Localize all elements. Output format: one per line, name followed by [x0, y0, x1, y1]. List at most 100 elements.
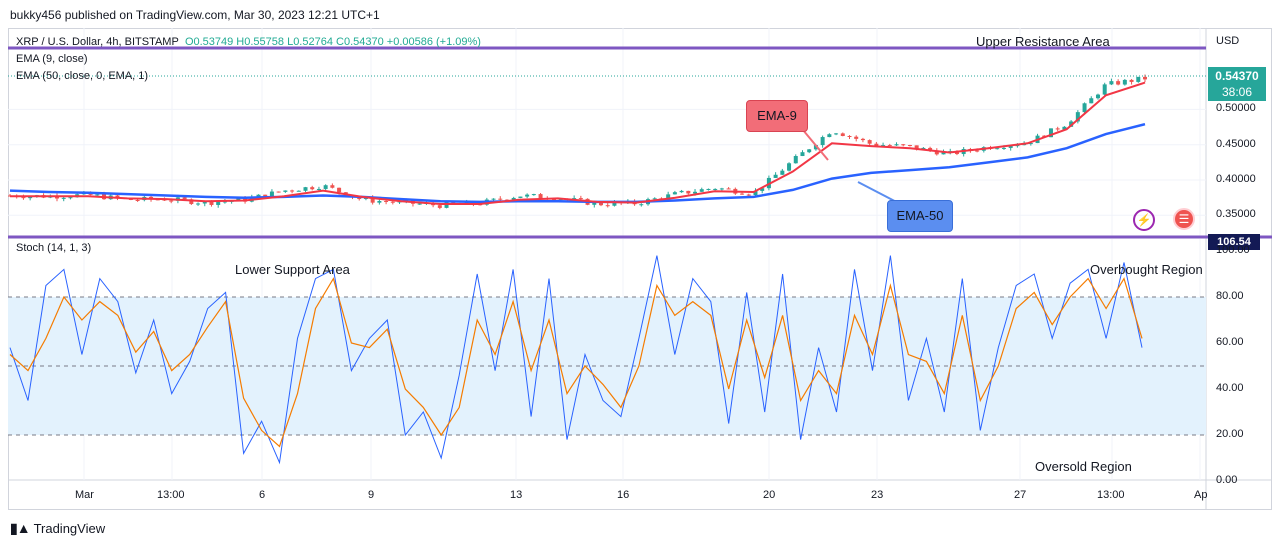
candle-body	[666, 194, 671, 200]
candle-body	[357, 197, 362, 200]
lightning-icon[interactable]: ⚡	[1133, 209, 1155, 231]
price-tick-label: 0.45000	[1216, 137, 1256, 150]
stoch-d-line	[9, 277, 1143, 448]
candle-body	[793, 156, 798, 164]
ema9-callout: EMA-9	[746, 100, 808, 132]
lower-support-label: Lower Support Area	[235, 262, 350, 277]
candle-body	[1055, 128, 1060, 130]
candle-body	[1008, 145, 1013, 148]
candle-body	[612, 202, 617, 206]
candle-body	[115, 195, 120, 198]
candle-body	[363, 197, 368, 200]
candle-body	[1122, 79, 1127, 85]
candle-body	[854, 136, 859, 139]
ohlc-values: O0.53749 H0.55758 L0.52764 C0.54370 +0.0…	[184, 36, 481, 48]
date-tick-label: 13	[510, 489, 523, 501]
candle-body	[330, 185, 335, 188]
candle-body	[834, 133, 839, 135]
candle-body	[726, 188, 731, 190]
candle-body	[370, 197, 375, 203]
date-tick-label: 27	[1014, 489, 1027, 501]
candle-body	[780, 170, 785, 175]
candle-body	[901, 144, 906, 146]
candle-body	[652, 198, 657, 200]
candle-body	[1129, 79, 1134, 82]
ema9-line	[10, 81, 1146, 205]
symbol-name[interactable]: XRP / U.S. Dollar, 4h, BITSTAMP	[16, 36, 179, 48]
candle-body	[28, 196, 33, 199]
candle-body	[538, 194, 543, 199]
date-tick-label: Ap	[1194, 489, 1208, 501]
ema50-legend[interactable]: EMA (50, close, 0, EMA, 1)	[16, 70, 149, 82]
candle-body	[61, 197, 66, 199]
candle-body	[216, 202, 221, 205]
ema50-line	[9, 122, 1146, 204]
tv-logo-icon: ▮▲	[10, 520, 31, 536]
stoch-badge: 106.54	[1208, 234, 1260, 250]
ema9-legend[interactable]: EMA (9, close)	[16, 53, 88, 65]
candle-body	[296, 190, 301, 192]
candle-body	[222, 201, 227, 203]
candle-body	[290, 190, 295, 192]
candle-body	[672, 192, 677, 195]
date-tick-label: 13:00	[1097, 489, 1125, 501]
last-price: 0.54370	[1215, 69, 1259, 83]
candle-body	[820, 137, 825, 146]
candle-body	[599, 202, 604, 206]
candle-body	[827, 134, 832, 138]
candle-body	[202, 201, 207, 204]
candle-body	[693, 191, 698, 194]
candle-body	[699, 189, 704, 192]
candle-body	[310, 187, 315, 190]
candle-body	[1116, 81, 1121, 85]
candle-body	[1075, 112, 1080, 122]
stoch-tick-label: 60.00	[1216, 336, 1244, 348]
candle-body	[384, 201, 389, 203]
tv-brand-text: TradingView	[33, 521, 106, 536]
candle-body	[1095, 94, 1100, 99]
candle-body	[907, 145, 912, 147]
stoch-legend[interactable]: Stoch (14, 1, 3)	[16, 242, 92, 254]
candle-body	[928, 147, 933, 151]
candle-body	[95, 194, 100, 196]
candle-body	[840, 133, 845, 136]
candle-body	[135, 199, 140, 201]
candle-body	[169, 200, 174, 202]
candle-body	[746, 194, 751, 196]
date-tick-label: 13:00	[157, 489, 185, 501]
candle-body	[182, 197, 187, 200]
candle-body	[760, 188, 765, 191]
stoch-tick-label: 0.00	[1216, 474, 1238, 486]
price-tick-label: 0.35000	[1216, 208, 1256, 221]
overbought-label: Overbought Region	[1090, 262, 1203, 277]
candle-body	[807, 149, 812, 153]
candle-body	[1082, 103, 1087, 113]
candle-body	[800, 152, 805, 157]
price-tick-label: 0.40000	[1216, 173, 1256, 185]
candle-body	[887, 145, 892, 147]
candles	[8, 74, 1147, 210]
candle-body	[679, 190, 684, 193]
candle-body	[1136, 76, 1141, 82]
stoch-tick-label: 40.00	[1216, 382, 1244, 394]
price-badge: 0.54370 38:06	[1208, 67, 1266, 101]
candle-body	[444, 202, 449, 208]
candle-body	[196, 203, 201, 205]
tradingview-logo[interactable]: ▮▲ TradingView	[10, 520, 105, 537]
candle-body	[256, 194, 261, 198]
candle-body	[283, 190, 288, 192]
date-tick-label: 20	[763, 489, 776, 501]
candle-body	[1048, 128, 1053, 138]
candle-body	[592, 202, 597, 205]
us-flag-icon[interactable]: ☰	[1173, 208, 1195, 230]
candle-body	[686, 190, 691, 194]
candle-body	[1015, 145, 1020, 147]
candle-body	[639, 204, 644, 206]
candle-body	[303, 187, 308, 191]
candle-body	[941, 151, 946, 155]
stoch-tick-label: 100.00	[1216, 244, 1250, 256]
candle-body	[525, 194, 530, 197]
candle-body	[531, 194, 536, 196]
candle-body	[236, 197, 241, 201]
